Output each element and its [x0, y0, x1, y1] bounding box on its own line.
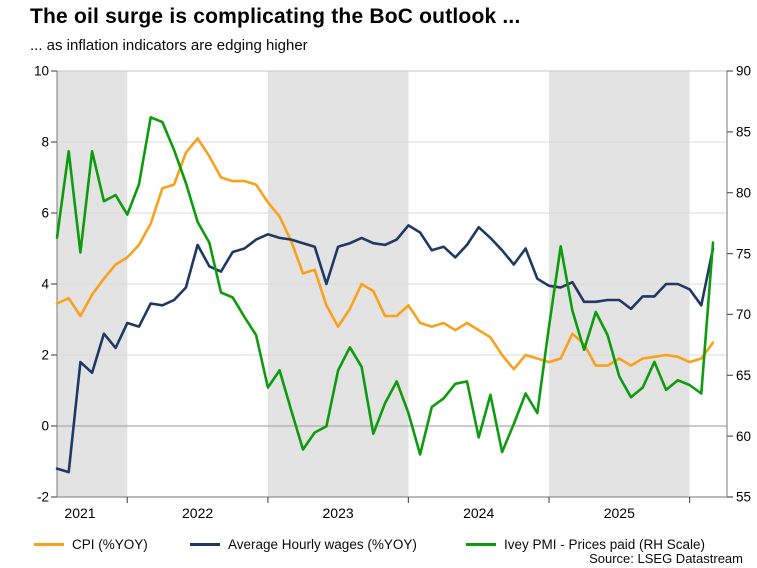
right-axis-label: 75: [736, 246, 751, 261]
right-axis-label: 70: [736, 307, 751, 322]
right-axis-label: 55: [736, 490, 751, 505]
left-axis-label: 6: [41, 206, 49, 221]
left-axis-label: 8: [41, 135, 49, 150]
legend-item-ivey: Ivey PMI - Prices paid (RH Scale): [466, 537, 705, 552]
legend-label-wages: Average Hourly wages (%YOY): [228, 537, 417, 552]
year-axis-label: 2025: [604, 505, 635, 521]
legend-item-wages: Average Hourly wages (%YOY): [190, 537, 417, 552]
series-line-2: [55, 116, 715, 456]
ivey-line-swatch-icon: [466, 543, 496, 546]
left-axis-label: 2: [41, 348, 49, 363]
chart-subtitle: ... as inflation indicators are edging h…: [30, 37, 308, 54]
series-line-1: [55, 224, 715, 474]
cpi-line-swatch-icon: [34, 543, 64, 546]
left-axis-label: -2: [37, 490, 49, 505]
right-axis-label: 90: [736, 64, 751, 79]
year-axis-label: 2023: [323, 505, 354, 521]
left-axis-label: 4: [41, 277, 49, 292]
year-axis-label: 2024: [463, 505, 494, 521]
chart-title: The oil surge is complicating the BoC ou…: [30, 5, 521, 28]
legend-item-cpi: CPI (%YOY): [34, 537, 148, 552]
chart-plot-area: 10 8 6 4 2 0 -2 90 85 80 75 70 65 60 55 2021 2022 2023 202…: [34, 64, 751, 521]
year-axis-label: 2022: [182, 505, 213, 521]
right-axis-label: 60: [736, 429, 751, 444]
source-attribution: Source: LSEG Datastream: [589, 551, 743, 566]
legend-label-cpi: CPI (%YOY): [72, 537, 148, 552]
legend-label-ivey: Ivey PMI - Prices paid (RH Scale): [504, 537, 706, 552]
wages-line-swatch-icon: [190, 543, 220, 546]
year-axis-label: 2021: [64, 505, 95, 521]
left-axis-label: 0: [41, 419, 49, 434]
right-axis-label: 80: [736, 185, 751, 200]
right-axis-label: 65: [736, 368, 751, 383]
series-line-0: [55, 137, 715, 371]
left-axis-label: 10: [34, 64, 49, 79]
right-axis-label: 85: [736, 125, 751, 140]
